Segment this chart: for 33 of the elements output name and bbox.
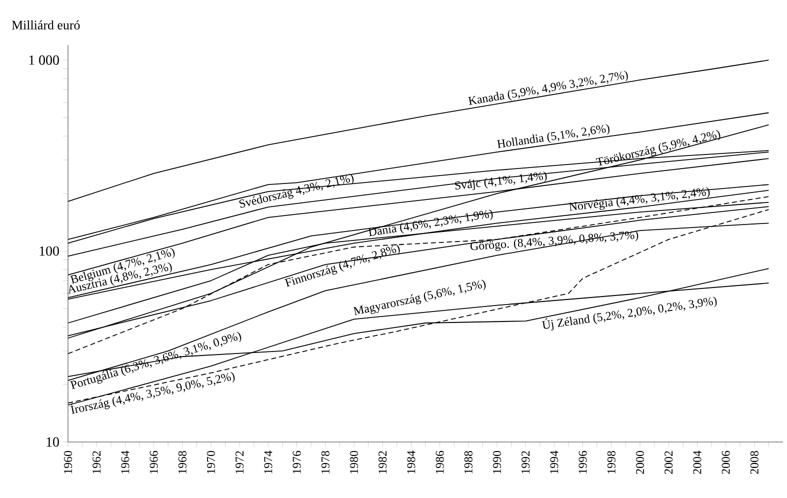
- y-tick-label: 100: [40, 246, 59, 256]
- x-tick-label: 1966: [150, 450, 158, 474]
- x-tick-label: 1980: [350, 450, 358, 474]
- annotation: Svédország 4,3%, 2,1%): [239, 174, 354, 208]
- annotation: Hollandia (5,1%, 2,6%): [496, 124, 610, 148]
- x-tick-label: 1990: [492, 450, 502, 474]
- y-tick-label: 10: [46, 437, 59, 447]
- annotation: Új Zéland (5,2%, 2,0%, 0,2%, 3,9%): [542, 296, 717, 330]
- x-tick-label: 1978: [321, 450, 330, 474]
- x-tick-label: 1984: [407, 450, 416, 474]
- y-tick-label: 1 000: [29, 55, 59, 65]
- x-tick-label: 1968: [178, 450, 186, 474]
- x-tick-label: 1964: [121, 450, 130, 474]
- x-tick-label: 1970: [206, 450, 216, 474]
- x-tick-label: 2008: [750, 450, 758, 474]
- x-tick-label: 1986: [436, 450, 444, 474]
- x-tick-label: 1962: [92, 451, 101, 474]
- x-tick-label: 1988: [464, 450, 472, 474]
- x-tick-label: 1974: [264, 450, 272, 474]
- x-tick-label: 2004: [693, 450, 702, 474]
- x-tick-label: 2000: [636, 450, 644, 474]
- x-tick-label: 2002: [664, 451, 673, 474]
- x-tick-label: 1996: [578, 450, 587, 474]
- x-tick-label: 1972: [236, 451, 244, 474]
- y-axis-title: Milliárd euró: [12, 20, 80, 30]
- x-tick-label: 1982: [378, 451, 387, 474]
- x-tick-label: 1992: [522, 451, 530, 474]
- x-tick-label: 2006: [722, 450, 730, 474]
- x-tick-label: 1976: [292, 450, 301, 474]
- annotation: Kanada (5,9%, 4,9% 3,2%, 2,7%): [468, 70, 628, 105]
- x-tick-label: 1960: [64, 450, 72, 474]
- x-tick-label: 1998: [607, 450, 616, 474]
- x-tick-label: 1994: [550, 450, 558, 474]
